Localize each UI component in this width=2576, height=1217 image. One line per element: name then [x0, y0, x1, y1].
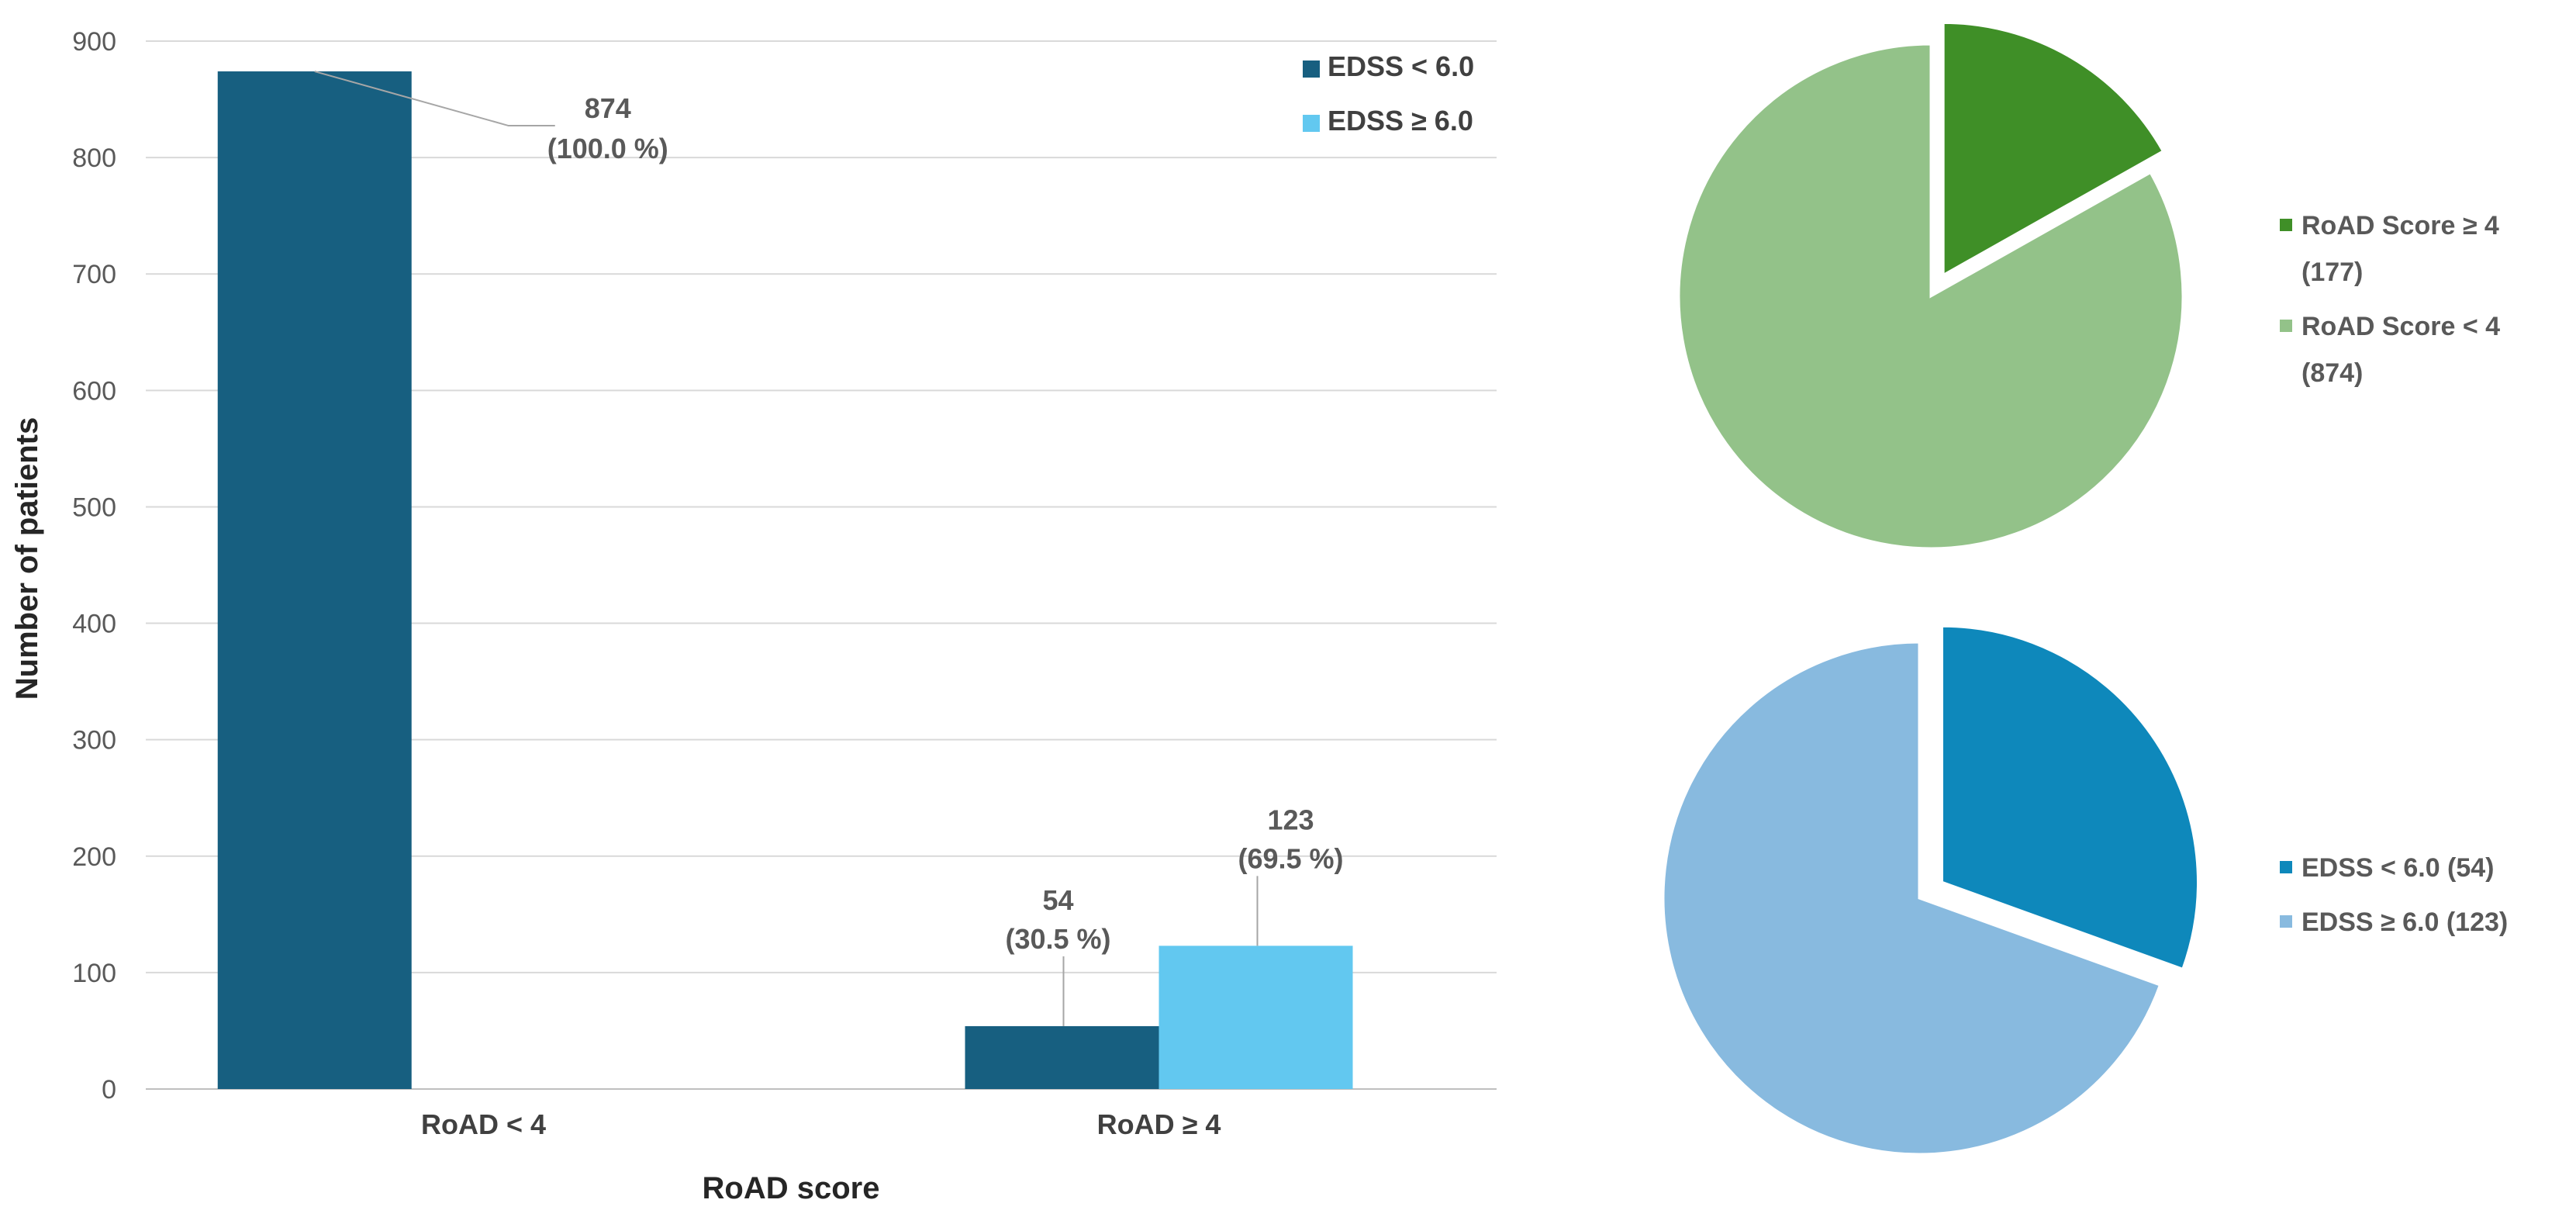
legend-label: EDSS ≥ 6.0 (123): [2301, 908, 2508, 937]
legend-swatch: [2280, 861, 2292, 873]
legend-swatch: [1303, 61, 1320, 78]
pie-slice: [1677, 43, 2184, 550]
y-axis-ticks: 0 100 200 300 400 500 600 700 800 900: [72, 27, 116, 1105]
bars: [217, 71, 1353, 1089]
pie-chart-edss: [1662, 624, 2199, 1156]
x-axis-title: RoAD score: [703, 1171, 880, 1205]
y-tick-label: 300: [72, 726, 116, 755]
data-label-percent: (69.5 %): [1238, 842, 1343, 874]
bar-chart: 0 100 200 300 400 500 600 700 800 900 874 (100.0 %…: [10, 27, 1497, 1205]
y-tick-label: 200: [72, 842, 116, 872]
legend-swatch: [2280, 219, 2292, 231]
y-tick-label: 0: [102, 1075, 116, 1105]
pie-slice: [1662, 641, 2162, 1156]
legend-label: EDSS < 6.0 (54): [2301, 853, 2495, 883]
x-axis-categories: RoAD < 4 RoAD ≥ 4: [421, 1108, 1221, 1140]
data-label-value: 123: [1267, 804, 1314, 835]
y-tick-label: 100: [72, 959, 116, 988]
y-tick-label: 400: [72, 610, 116, 639]
bar-legend: EDSS < 6.0 EDSS ≥ 6.0: [1303, 50, 1474, 137]
x-category-label: RoAD < 4: [421, 1108, 546, 1140]
y-tick-label: 900: [72, 27, 116, 57]
y-tick-label: 600: [72, 376, 116, 406]
y-tick-label: 700: [72, 260, 116, 289]
pie-legend-edss: EDSS < 6.0 (54) EDSS ≥ 6.0 (123): [2280, 853, 2508, 937]
data-label-value: 54: [1042, 884, 1073, 916]
data-label-percent: (100.0 %): [547, 133, 668, 164]
legend-label: RoAD Score < 4: [2301, 312, 2500, 341]
bar: [217, 71, 412, 1089]
legend-value: (874): [2301, 358, 2363, 388]
data-labels: 874 (100.0 %) 54 (30.5 %) 123 (69.5 %): [547, 92, 1344, 955]
legend-label: RoAD Score ≥ 4: [2301, 211, 2499, 240]
legend-swatch: [1303, 115, 1320, 132]
y-tick-label: 800: [72, 143, 116, 173]
legend-swatch: [2280, 915, 2292, 928]
x-category-label: RoAD ≥ 4: [1097, 1108, 1221, 1140]
bar: [965, 1025, 1159, 1089]
leader-line: [314, 71, 555, 127]
leader-lines: [314, 71, 1259, 1026]
data-label-value: 874: [585, 92, 631, 124]
y-tick-label: 500: [72, 493, 116, 522]
legend-value: (177): [2301, 258, 2363, 287]
pie-slice: [1942, 21, 2165, 277]
legend-label: EDSS ≥ 6.0: [1328, 105, 1473, 137]
pie-legend-road-score: RoAD Score ≥ 4 (177) RoAD Score < 4 (874): [2280, 211, 2500, 388]
y-axis-title: Number of patients: [10, 417, 44, 700]
pie-slice: [1940, 624, 2199, 971]
pie-chart-road-score: [1677, 21, 2184, 550]
legend-label: EDSS < 6.0: [1328, 50, 1474, 82]
bar: [1159, 946, 1353, 1089]
data-label-percent: (30.5 %): [1005, 923, 1110, 955]
legend-swatch: [2280, 320, 2292, 332]
